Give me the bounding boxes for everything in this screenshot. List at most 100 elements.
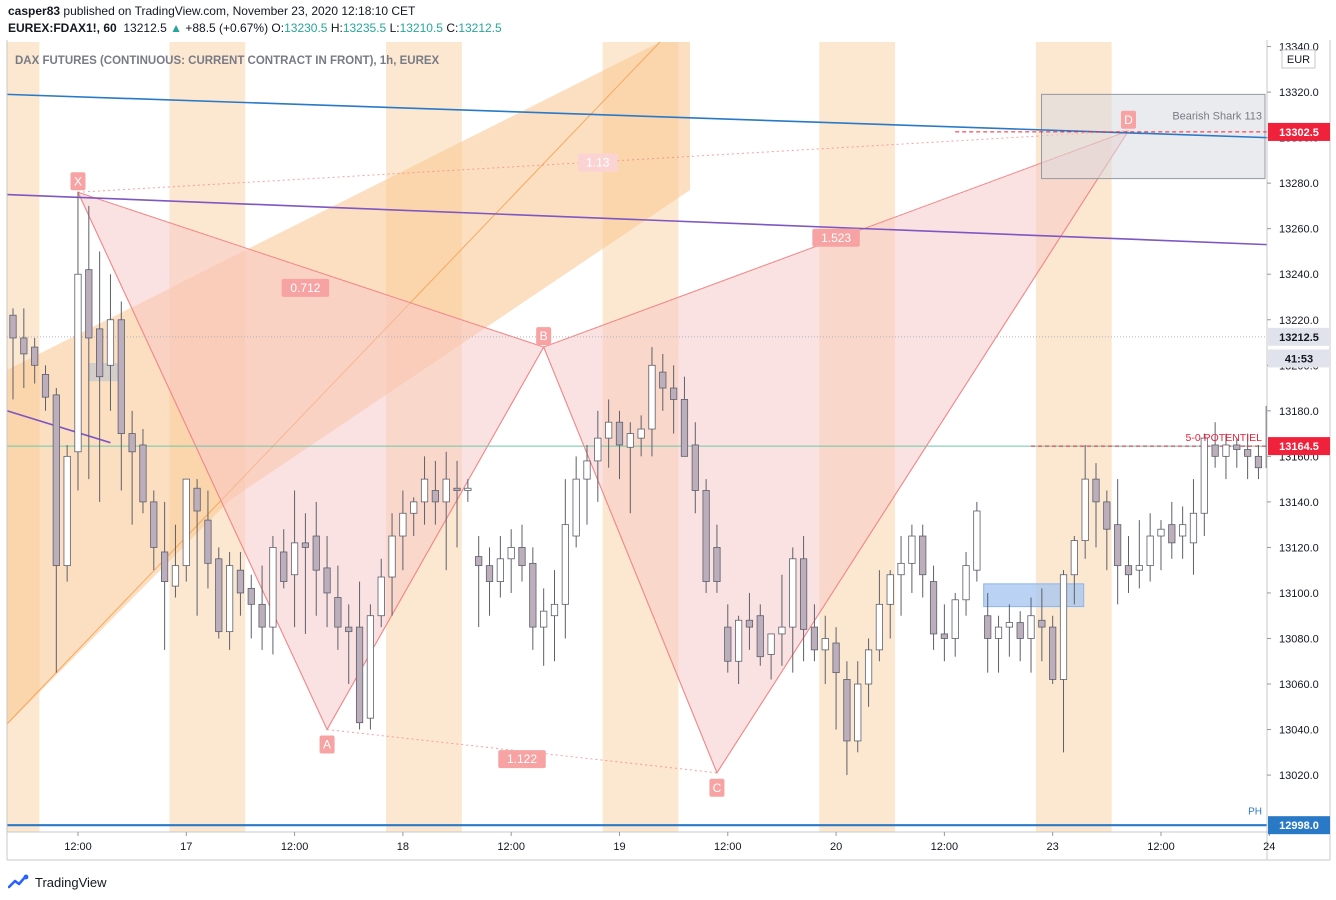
candle — [724, 604, 732, 673]
last-price: 13212.5 — [123, 21, 167, 35]
candle-body — [540, 610, 548, 628]
candle — [1254, 444, 1263, 480]
candle-body — [1124, 565, 1133, 576]
candle — [864, 638, 873, 707]
currency-box[interactable] — [1281, 49, 1316, 69]
pattern-point-a-bg — [319, 735, 335, 754]
candle-body — [323, 567, 331, 594]
candle — [680, 376, 689, 457]
candle-body — [280, 551, 288, 582]
candle — [691, 422, 699, 514]
candle-body — [1059, 574, 1068, 680]
candle — [745, 592, 754, 650]
pattern-point-x-text: X — [74, 174, 82, 188]
price-label-bg — [1268, 349, 1330, 368]
candle-body — [507, 547, 515, 560]
candle-body — [680, 399, 689, 457]
candle-body — [1168, 524, 1176, 544]
y-tick-label: 13100.0 — [1279, 588, 1319, 600]
candle-body — [161, 551, 169, 582]
candle — [994, 615, 1003, 673]
tradingview-logo-icon — [8, 874, 29, 889]
candle — [74, 192, 82, 491]
trend-lines — [7, 93, 1267, 827]
candle — [161, 501, 169, 650]
candle-body — [1157, 528, 1165, 537]
author-name[interactable]: casper83 — [8, 4, 61, 18]
candle-body — [1027, 615, 1035, 639]
candle-body — [984, 615, 992, 639]
ratio-label-bg — [812, 228, 860, 247]
chart-header: casper83 published on TradingView.com, N… — [8, 3, 1328, 37]
candle-body — [1200, 437, 1208, 514]
candle-body — [410, 501, 418, 514]
candle — [139, 429, 147, 514]
candle — [280, 529, 288, 589]
candle — [1027, 597, 1035, 673]
candle-body — [150, 501, 158, 548]
candle — [485, 547, 494, 616]
candle — [583, 444, 591, 525]
candle — [648, 347, 656, 457]
candle — [442, 451, 450, 571]
candle-body — [518, 547, 526, 567]
blue-trend-line — [7, 93, 1267, 139]
candle — [193, 479, 201, 616]
y-tick-label: 13220.0 — [1279, 315, 1319, 327]
candle — [799, 536, 808, 662]
candle-body — [52, 394, 60, 567]
price-label: 12998.0 — [1268, 816, 1330, 835]
publish-info: published on TradingView.com, November 2… — [63, 4, 416, 18]
candle-body — [1146, 535, 1154, 567]
candle-body — [182, 478, 190, 567]
candle-body — [193, 487, 201, 512]
candle-body — [236, 569, 245, 594]
time-axis[interactable]: 12:00 17 12:00 18 12:00 19 12:00 20 12:00 23 12:00… — [64, 832, 1275, 853]
candle — [810, 604, 819, 662]
candle — [377, 558, 385, 628]
price-label: 41:53 — [1268, 349, 1330, 368]
candle — [670, 365, 678, 434]
y-tick-label: 13080.0 — [1279, 633, 1319, 645]
currency-label: EUR — [1287, 54, 1310, 66]
candle-body — [334, 597, 342, 628]
candle-body — [594, 437, 602, 462]
candle-body — [648, 364, 656, 430]
candle — [929, 565, 938, 650]
candle — [756, 604, 764, 666]
x-tick-label: 23 — [1047, 841, 1059, 853]
candle-body — [561, 524, 569, 605]
candle — [204, 490, 212, 589]
x-tick-label: 12:00 — [281, 841, 309, 853]
candle — [1222, 433, 1230, 480]
x-tick-label: 12:00 — [1147, 841, 1175, 853]
pattern-point-x-bg — [70, 172, 86, 191]
x-tick-label: 18 — [397, 841, 409, 853]
candle — [767, 633, 775, 680]
candle-body — [637, 428, 645, 439]
candle — [605, 399, 613, 468]
candle — [962, 551, 970, 616]
symbol-name[interactable]: EUREX:FDAX1!, 60 — [8, 21, 117, 35]
low-label: L: — [389, 21, 400, 35]
pattern-point-c: C — [709, 778, 725, 797]
candle — [908, 524, 916, 593]
price-chart[interactable]: X A B C D 0.712 1.122 1.523 1.13 Bearish Shark 11… — [0, 40, 1336, 868]
footer-brand: TradingView — [8, 872, 107, 892]
candle — [388, 513, 396, 616]
candle — [269, 536, 277, 655]
candle — [366, 604, 374, 730]
candle — [1211, 422, 1219, 468]
price-label-text: 13302.5 — [1279, 127, 1319, 139]
candle — [96, 251, 104, 502]
pattern-labels: X A B C D 0.712 1.122 1.523 1.13 Bearish Shark 11… — [70, 110, 1262, 817]
candle-body — [345, 626, 353, 633]
candle-body — [171, 565, 180, 587]
candle — [1049, 615, 1057, 685]
ratio-label-bg — [498, 750, 546, 769]
high-value: 13235.5 — [342, 21, 387, 35]
candle-body — [1189, 512, 1198, 544]
candle — [1157, 520, 1165, 571]
candle-body — [626, 433, 634, 448]
candle-body — [929, 581, 938, 635]
